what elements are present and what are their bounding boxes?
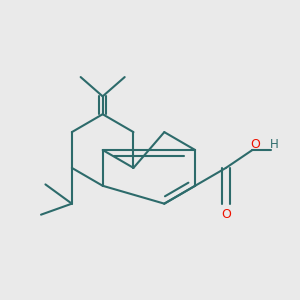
Text: O: O [221,208,231,221]
Text: O: O [250,138,260,151]
Text: H: H [269,138,278,151]
